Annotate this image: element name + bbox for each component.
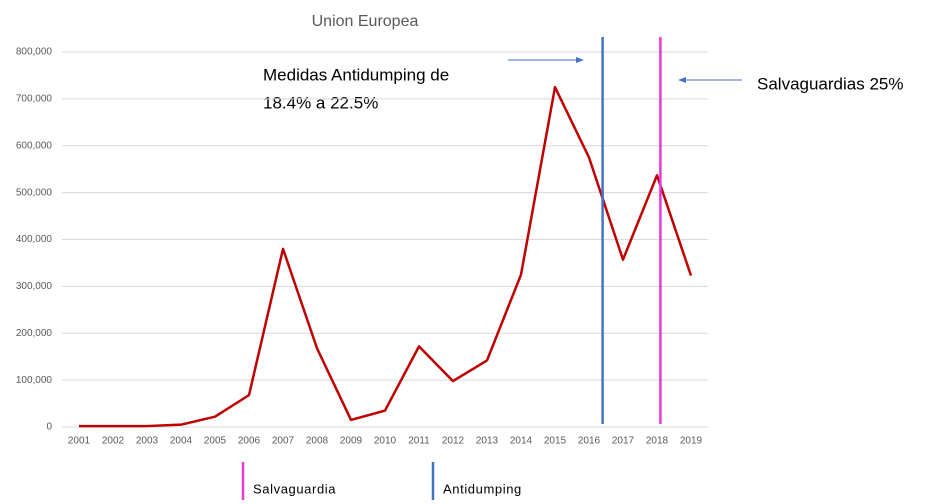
- annotation: Medidas Antidumping de: [263, 65, 449, 84]
- x-tick-label: 2017: [612, 436, 635, 447]
- x-tick-label: 2014: [510, 436, 533, 447]
- x-tick-label: 2008: [306, 436, 329, 447]
- y-tick-label: 600,000: [16, 140, 53, 151]
- y-tick-label: 800,000: [16, 47, 53, 58]
- arrow: [678, 77, 742, 83]
- x-tick-label: 2007: [272, 436, 295, 447]
- y-tick-label: 400,000: [16, 234, 53, 245]
- y-tick-label: 200,000: [16, 328, 53, 339]
- x-tick-label: 2005: [204, 436, 227, 447]
- x-tick-label: 2011: [408, 436, 430, 447]
- y-tick-label: 500,000: [16, 187, 53, 198]
- y-tick-label: 300,000: [16, 281, 53, 292]
- legend-label: Antidumping: [443, 481, 522, 496]
- y-tick-label: 700,000: [16, 94, 53, 105]
- y-tick-label: 100,000: [16, 375, 53, 386]
- x-tick-label: 2009: [340, 436, 363, 447]
- x-tick-label: 2002: [102, 436, 125, 447]
- x-tick-label: 2015: [544, 436, 567, 447]
- x-tick-label: 2003: [136, 436, 159, 447]
- x-tick-label: 2004: [170, 436, 193, 447]
- x-tick-label: 2006: [238, 436, 261, 447]
- x-tick-label: 2019: [680, 436, 703, 447]
- chart-title: Union Europea: [312, 13, 419, 30]
- annotation: Salvaguardias 25%: [757, 74, 903, 93]
- annotation: 18.4% a 22.5%: [263, 93, 378, 112]
- x-tick-label: 2018: [646, 436, 669, 447]
- y-tick-label: 0: [46, 422, 52, 433]
- x-tick-label: 2016: [578, 436, 601, 447]
- data-line: [79, 85, 693, 428]
- x-tick-label: 2001: [68, 436, 91, 447]
- arrow: [508, 57, 584, 63]
- x-tick-label: 2012: [442, 436, 465, 447]
- legend-label: Salvaguardia: [253, 481, 336, 496]
- x-tick-label: 2010: [374, 436, 397, 447]
- x-tick-label: 2013: [476, 436, 499, 447]
